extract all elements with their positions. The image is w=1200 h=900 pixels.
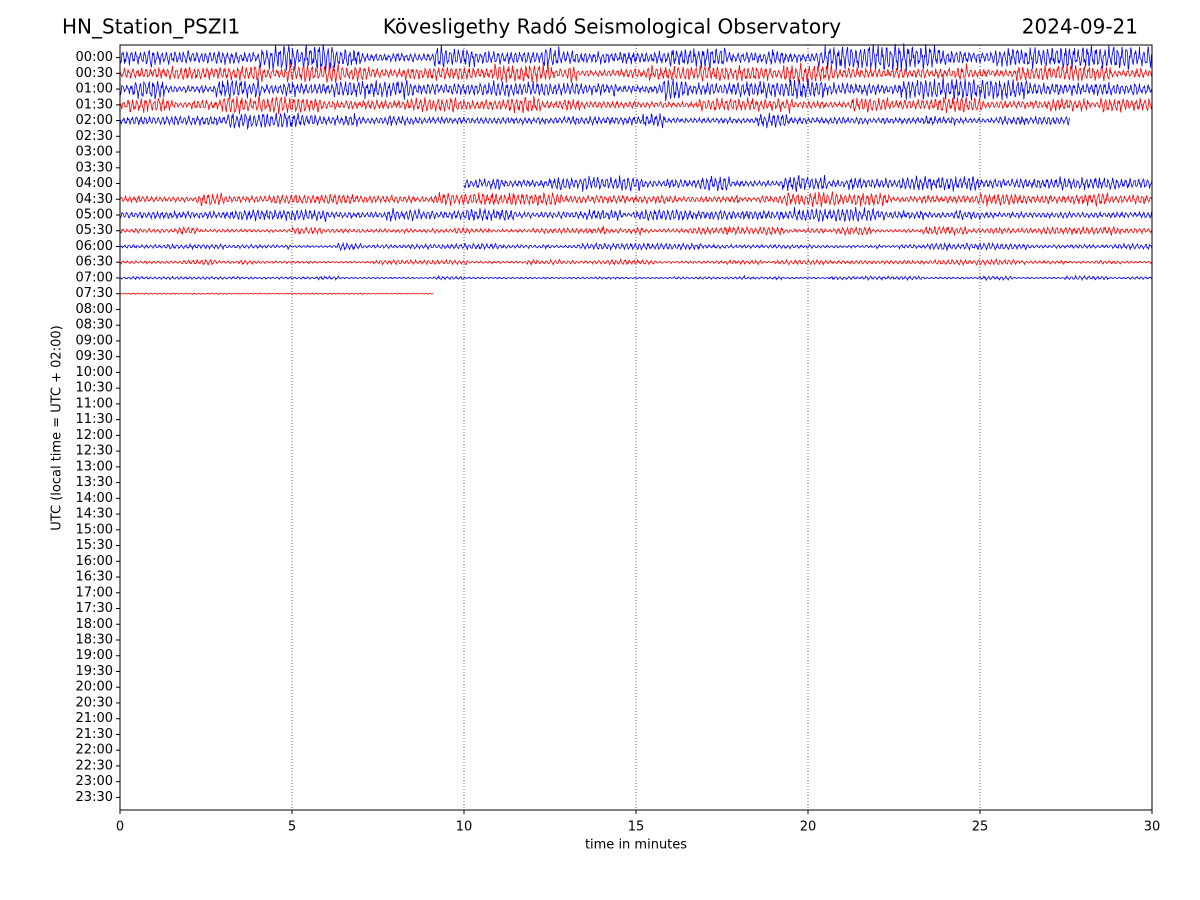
y-tick-label: 15:30 [76, 538, 113, 553]
y-tick-label: 11:00 [76, 396, 113, 411]
x-tick-label: 30 [1144, 820, 1161, 835]
y-tick-label: 21:30 [76, 727, 113, 742]
y-tick-label: 10:00 [76, 365, 113, 380]
y-tick-label: 23:00 [76, 774, 113, 789]
y-tick-label: 17:30 [76, 601, 113, 616]
chart-title: Kövesligethy Radó Seismological Observat… [383, 15, 841, 39]
y-tick-label: 18:30 [76, 633, 113, 648]
y-tick-label: 14:30 [76, 507, 113, 522]
y-tick-label: 20:00 [76, 680, 113, 695]
seismic-trace [119, 190, 1153, 208]
seismic-trace [119, 111, 1070, 131]
y-tick-label: 17:00 [76, 585, 113, 600]
y-tick-label: 12:30 [76, 444, 113, 459]
y-tick-label: 02:30 [76, 129, 113, 144]
y-tick-label: 22:30 [76, 758, 113, 773]
y-tick-label: 19:00 [76, 648, 113, 663]
y-tick-label: 20:30 [76, 695, 113, 710]
y-tick-label: 13:30 [76, 475, 113, 490]
y-tick-label: 03:30 [76, 160, 113, 175]
y-tick-label: 06:00 [76, 239, 113, 254]
y-tick-label: 04:30 [76, 192, 113, 207]
x-tick-label: 25 [972, 820, 989, 835]
y-tick-label: 15:00 [76, 522, 113, 537]
y-tick-label: 06:30 [76, 255, 113, 270]
y-tick-label: 18:00 [76, 617, 113, 632]
x-axis-label: time in minutes [585, 838, 687, 853]
y-tick-label: 10:30 [76, 381, 113, 396]
y-tick-label: 09:00 [76, 333, 113, 348]
y-tick-label: 09:30 [76, 349, 113, 364]
x-tick-label: 10 [456, 820, 473, 835]
y-tick-label: 03:00 [76, 145, 113, 160]
y-tick-label: 13:00 [76, 459, 113, 474]
y-tick-label: 05:30 [76, 223, 113, 238]
y-tick-label: 08:30 [76, 318, 113, 333]
seismic-trace [119, 77, 1153, 102]
chart-date: 2024-09-21 [1022, 15, 1138, 39]
y-tick-label: 22:00 [76, 743, 113, 758]
y-tick-label: 11:30 [76, 412, 113, 427]
y-tick-label: 00:30 [76, 66, 113, 81]
seismic-trace [119, 257, 1153, 267]
y-tick-label: 07:30 [76, 286, 113, 301]
y-tick-label: 12:00 [76, 428, 113, 443]
x-tick-label: 20 [800, 820, 817, 835]
y-tick-label: 16:30 [76, 570, 113, 585]
y-tick-label: 05:00 [76, 208, 113, 223]
y-tick-label: 16:00 [76, 554, 113, 569]
y-tick-label: 23:30 [76, 790, 113, 805]
y-axis-label: UTC (local time = UTC + 02:00) [50, 325, 65, 530]
seismic-trace [119, 225, 1153, 237]
seismic-trace [119, 43, 1153, 73]
x-tick-label: 0 [116, 820, 124, 835]
seismic-trace [119, 241, 1153, 252]
y-tick-label: 07:00 [76, 270, 113, 285]
seismic-trace [119, 207, 1153, 223]
seismic-trace [119, 62, 1153, 84]
y-tick-label: 01:30 [76, 97, 113, 112]
seismic-trace [463, 174, 1153, 192]
seismic-trace [119, 292, 434, 295]
plot-frame [119, 44, 1153, 811]
y-tick-label: 14:00 [76, 491, 113, 506]
x-tick-label: 5 [288, 820, 296, 835]
station-name: HN_Station_PSZI1 [62, 15, 240, 39]
y-tick-label: 01:00 [76, 82, 113, 97]
y-tick-label: 08:00 [76, 302, 113, 317]
y-tick-label: 19:30 [76, 664, 113, 679]
y-tick-label: 04:00 [76, 176, 113, 191]
y-tick-label: 21:00 [76, 711, 113, 726]
seismic-trace [119, 274, 1153, 282]
y-tick-label: 00:00 [76, 50, 113, 65]
seismic-trace [119, 96, 1153, 115]
x-tick-label: 15 [628, 820, 645, 835]
y-tick-label: 02:00 [76, 113, 113, 128]
